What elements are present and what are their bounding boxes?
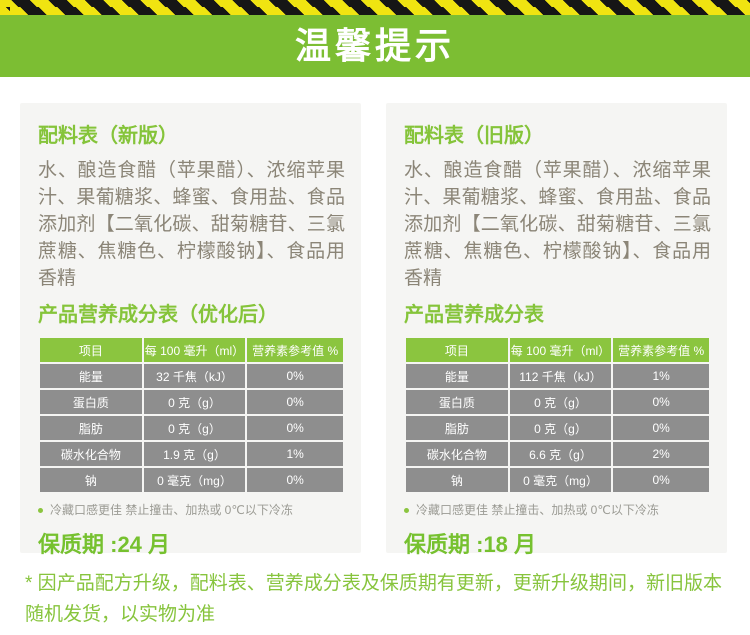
table-cell: 1% (613, 364, 709, 388)
table-cell: 0% (247, 390, 343, 414)
storage-note-text: 冷藏口感更佳 禁止撞击、加热或 0℃以下冷冻 (50, 503, 293, 517)
storage-note-old: 冷藏口感更佳 禁止撞击、加热或 0℃以下冷冻 (404, 503, 711, 517)
table-row: 能量 32 千焦（kJ） 0% (40, 364, 343, 388)
footer-disclaimer: * 因产品配方升级，配料表、营养成分表及保质期有更新，更新升级期间，新旧版本随机… (25, 573, 722, 625)
table-cell: 2% (613, 442, 709, 466)
table-cell: 脂肪 (40, 416, 142, 440)
table-cell: 0% (613, 468, 709, 492)
table-row: 脂肪 0 克（g） 0% (40, 416, 343, 440)
table-row: 碳水化合物 6.6 克（g） 2% (406, 442, 709, 466)
table-row: 蛋白质 0 克（g） 0% (406, 390, 709, 414)
table-cell: 蛋白质 (40, 390, 142, 414)
hazard-stripe-row-top (0, 0, 750, 7)
table-header-cell: 每 100 毫升（ml） (143, 338, 246, 362)
table-header-row: 项目 每 100 毫升（ml） 营养素参考值 % (406, 338, 709, 362)
table-header-row: 项目 每 100 毫升（ml） 营养素参考值 % (40, 338, 343, 362)
table-cell: 1% (247, 442, 343, 466)
table-row: 钠 0 毫克（mg） 0% (40, 468, 343, 492)
nutrition-title-old: 产品营养成分表 (404, 304, 544, 326)
ingredients-text-new: 水、酿造食醋（苹果醋）、浓缩苹果汁、果葡糖浆、蜂蜜、食用盐、食品添加剂【二氧化碳… (38, 160, 345, 289)
shelf-life-old: 保质期 :18 月 (404, 532, 537, 558)
cards-row: 配料表（新版） 水、酿造食醋（苹果醋）、浓缩苹果汁、果葡糖浆、蜂蜜、食用盐、食品… (20, 103, 727, 558)
nutrition-table-new: 项目 每 100 毫升（ml） 营养素参考值 % 能量 32 千焦（kJ） 0%… (38, 336, 345, 494)
ingredients-title-new: 配料表（新版） (38, 125, 178, 147)
table-row: 能量 112 千焦（kJ） 1% (406, 364, 709, 388)
page-title: 温馨提示 (294, 25, 455, 66)
hazard-stripe-band (0, 0, 750, 15)
table-cell: 碳水化合物 (40, 442, 142, 466)
table-cell: 0% (247, 416, 343, 440)
nutrition-title-new: 产品营养成分表（优化后） (38, 304, 278, 326)
table-cell: 0% (247, 364, 343, 388)
table-cell: 112 千焦（kJ） (509, 364, 612, 388)
table-cell: 碳水化合物 (406, 442, 508, 466)
table-cell: 脂肪 (406, 416, 508, 440)
table-cell: 0 克（g） (143, 390, 246, 414)
shelf-life-new: 保质期 :24 月 (38, 532, 171, 558)
ingredients-title-old: 配料表（旧版） (404, 125, 544, 147)
table-cell: 能量 (406, 364, 508, 388)
table-cell: 钠 (406, 468, 508, 492)
banner: 温馨提示 (0, 15, 750, 77)
bullet-dot-icon (404, 507, 409, 513)
card-old-version: 配料表（旧版） 水、酿造食醋（苹果醋）、浓缩苹果汁、果葡糖浆、蜂蜜、食用盐、食品… (386, 103, 727, 558)
card-new-version: 配料表（新版） 水、酿造食醋（苹果醋）、浓缩苹果汁、果葡糖浆、蜂蜜、食用盐、食品… (20, 103, 361, 558)
table-cell: 0 毫克（mg） (509, 468, 612, 492)
hazard-stripe-row-bottom (0, 7, 750, 15)
table-header-cell: 项目 (40, 338, 142, 362)
table-cell: 32 千焦（kJ） (143, 364, 246, 388)
table-cell: 0% (613, 416, 709, 440)
table-cell: 0 克（g） (509, 390, 612, 414)
table-cell: 能量 (40, 364, 142, 388)
table-header-cell: 营养素参考值 % (247, 338, 343, 362)
ingredients-text-old: 水、酿造食醋（苹果醋）、浓缩苹果汁、果葡糖浆、蜂蜜、食用盐、食品添加剂【二氧化碳… (404, 160, 711, 289)
storage-note-text: 冷藏口感更佳 禁止撞击、加热或 0℃以下冷冻 (416, 503, 659, 517)
table-header-cell: 每 100 毫升（ml） (509, 338, 612, 362)
table-cell: 0 毫克（mg） (143, 468, 246, 492)
table-row: 脂肪 0 克（g） 0% (406, 416, 709, 440)
table-cell: 0% (247, 468, 343, 492)
table-cell: 6.6 克（g） (509, 442, 612, 466)
table-header-cell: 营养素参考值 % (613, 338, 709, 362)
table-cell: 蛋白质 (406, 390, 508, 414)
table-row: 碳水化合物 1.9 克（g） 1% (40, 442, 343, 466)
table-cell: 0% (613, 390, 709, 414)
table-row: 钠 0 毫克（mg） 0% (406, 468, 709, 492)
storage-note-new: 冷藏口感更佳 禁止撞击、加热或 0℃以下冷冻 (38, 503, 345, 517)
bullet-dot-icon (38, 507, 43, 513)
table-cell: 1.9 克（g） (143, 442, 246, 466)
nutrition-table-old: 项目 每 100 毫升（ml） 营养素参考值 % 能量 112 千焦（kJ） 1… (404, 336, 711, 494)
table-header-cell: 项目 (406, 338, 508, 362)
table-cell: 钠 (40, 468, 142, 492)
table-row: 蛋白质 0 克（g） 0% (40, 390, 343, 414)
table-cell: 0 克（g） (143, 416, 246, 440)
table-cell: 0 克（g） (509, 416, 612, 440)
